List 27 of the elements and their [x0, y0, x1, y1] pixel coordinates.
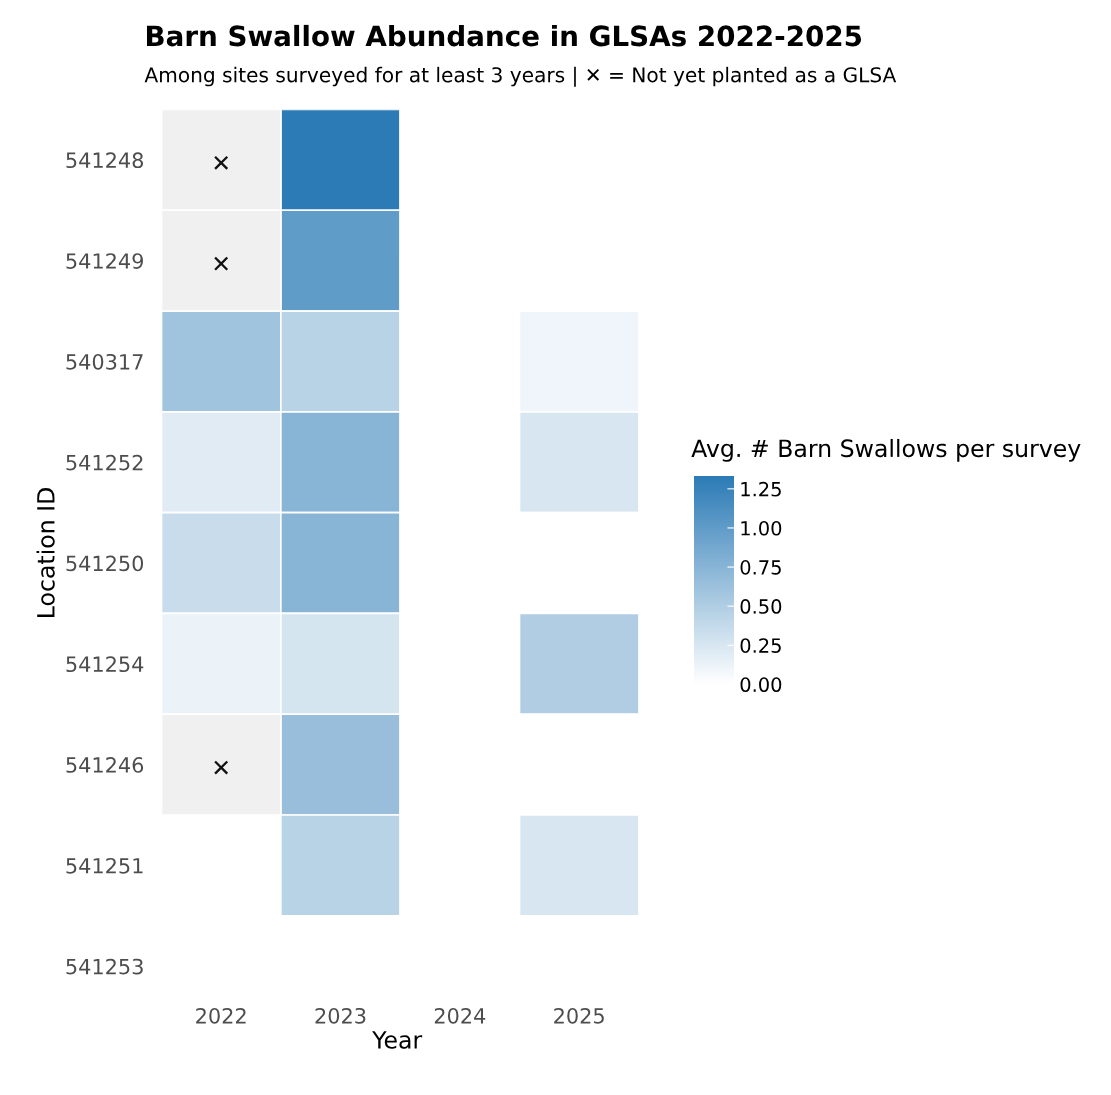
- x-axis-title: Year: [372, 1031, 423, 1049]
- text: ✕: [214, 256, 229, 271]
- color-bar-label: 0.50: [740, 599, 782, 614]
- text: ✕: [214, 155, 229, 170]
- color-bar-label: 1.25: [741, 481, 781, 497]
- chart-title: Barn Swallow Abundance in GLSAs 2022-2025: [146, 24, 862, 47]
- color-bar-label: 0.75: [740, 560, 781, 575]
- color-bar-label: 0.00: [740, 677, 782, 693]
- y-tick-label: 540317: [66, 353, 143, 370]
- y-tick-label: 541246: [66, 757, 144, 773]
- y-tick-label: 541253: [66, 958, 143, 975]
- y-tick-label: 541252: [66, 454, 143, 471]
- y-tick-label: 541249: [66, 253, 143, 269]
- color-bar-label: 0.25: [740, 638, 781, 653]
- chart-subtitle: Among sites surveyed for at least 3 years | ✕ = Not yet planted as a GLSA: [144, 66, 897, 87]
- color-bar-title: Avg. # Barn Swallows per survey: [691, 438, 1081, 462]
- x-tick-label: 2024: [434, 1007, 486, 1024]
- y-tick-label: 541251: [66, 857, 143, 874]
- x-tick-label: 2025: [554, 1007, 604, 1024]
- text: ✕: [214, 760, 229, 775]
- y-tick-label: 541254: [66, 656, 144, 673]
- x-tick-label: 2022: [196, 1007, 246, 1024]
- y-tick-label: 541250: [66, 555, 144, 572]
- x-tick-label: 2023: [315, 1007, 366, 1024]
- y-tick-label: 541248: [66, 152, 143, 169]
- color-bar-label: 1.00: [741, 520, 782, 536]
- y-axis-title: Location ID: [36, 488, 55, 617]
